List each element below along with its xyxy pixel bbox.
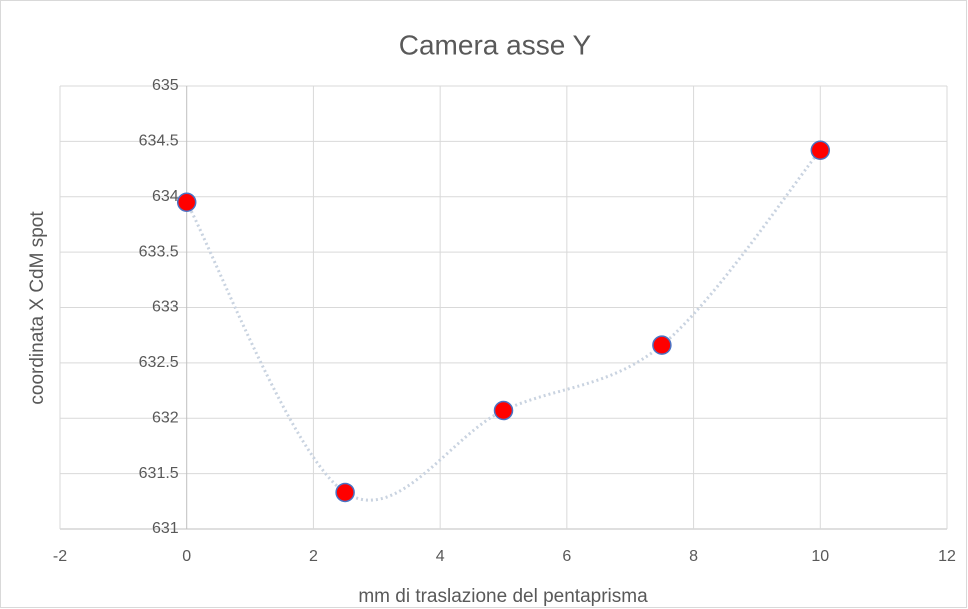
data-point — [810, 140, 831, 160]
x-tick-label: -2 — [53, 548, 67, 565]
chart-title: Camera asse Y — [399, 29, 592, 60]
x-tick-label: 8 — [689, 548, 698, 565]
y-tick-label: 633.5 — [139, 243, 179, 260]
x-tick-label: 0 — [182, 548, 191, 565]
y-tick-label: 635 — [152, 77, 179, 94]
x-tick-label: 12 — [938, 548, 956, 565]
y-axis-label: coordinata X CdM spot — [27, 211, 48, 405]
y-tick-label: 631 — [152, 520, 179, 537]
y-tick-label: 631.5 — [139, 465, 179, 482]
y-tick-label: 634.5 — [139, 133, 179, 150]
x-axis-label: mm di traslazione del pentaprisma — [358, 586, 648, 607]
trend-line — [185, 149, 822, 502]
y-tick-label: 632.5 — [139, 354, 179, 371]
x-tick-label: 10 — [811, 548, 829, 565]
x-tick-label: 4 — [436, 548, 445, 565]
y-tick-label: 633 — [152, 299, 179, 316]
data-point — [176, 192, 197, 213]
x-tick-label: 6 — [562, 548, 571, 565]
data-point — [493, 400, 514, 421]
data-point — [335, 482, 355, 503]
y-tick-label: 634 — [152, 188, 179, 205]
x-tick-label: 2 — [309, 548, 318, 565]
data-point — [652, 335, 672, 355]
y-tick-label: 632 — [152, 409, 179, 426]
